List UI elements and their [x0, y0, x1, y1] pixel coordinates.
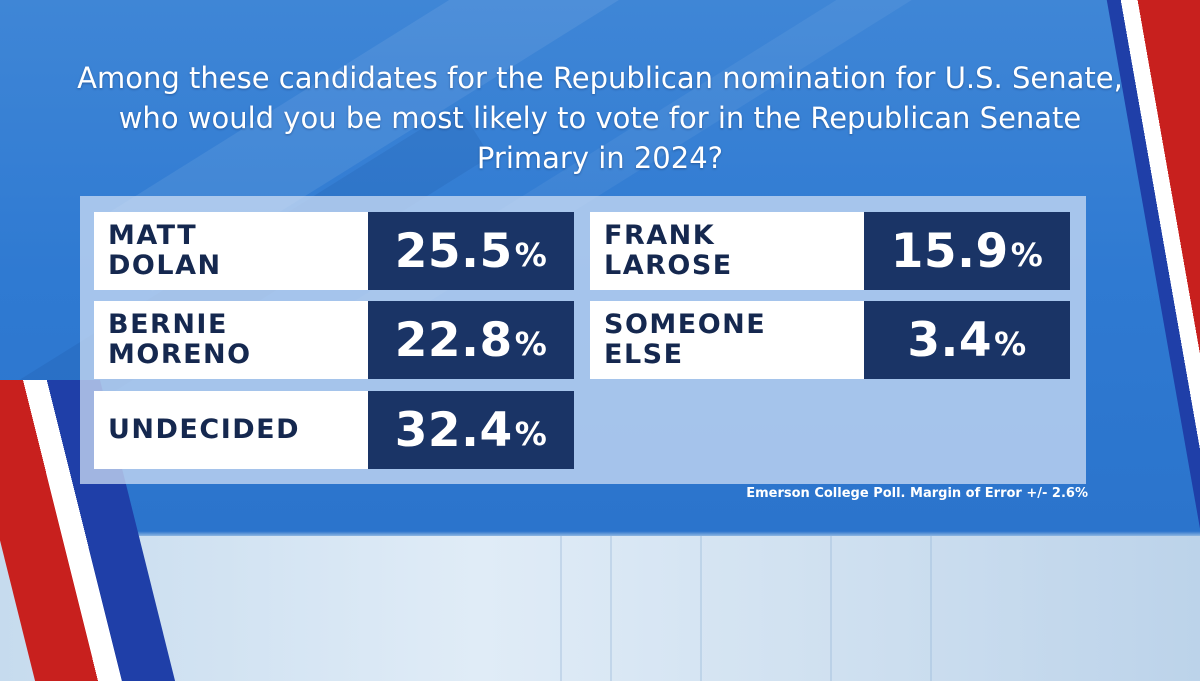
candidate-name-cell: UNDECIDED — [94, 391, 368, 469]
candidate-name: FRANK LAROSE — [604, 221, 733, 281]
candidate-name-cell: MATT DOLAN — [94, 212, 368, 290]
candidate-name-line1: MATT — [108, 220, 198, 251]
candidate-name-cell: SOMEONE ELSE — [590, 301, 864, 379]
candidate-name-line1: UNDECIDED — [108, 414, 301, 445]
percentage-value: 3.4 — [907, 312, 993, 368]
panel-stripe — [700, 536, 702, 681]
percent-sign: % — [514, 236, 548, 274]
percent-sign: % — [514, 415, 548, 453]
candidate-percentage-cell: 22.8% — [368, 301, 574, 379]
panel-stripe — [610, 536, 612, 681]
candidate-name-line1: BERNIE — [108, 309, 228, 340]
candidate-name: MATT DOLAN — [108, 221, 222, 281]
candidate-percentage-cell: 32.4% — [368, 391, 574, 469]
panel-stripe — [930, 536, 932, 681]
percentage-value: 25.5 — [394, 223, 513, 279]
candidate-name-line1: SOMEONE — [604, 309, 767, 340]
candidate-percentage-cell: 3.4% — [864, 301, 1070, 379]
percentage-value: 22.8 — [394, 312, 513, 368]
candidate-name-line2: MORENO — [108, 339, 252, 370]
candidate-percentage-cell: 15.9% — [864, 212, 1070, 290]
candidate-name: BERNIE MORENO — [108, 310, 252, 370]
candidate-name: UNDECIDED — [108, 415, 300, 445]
candidate-name-cell: BERNIE MORENO — [94, 301, 368, 379]
poll-question-title: Among these candidates for the Republica… — [77, 61, 1123, 175]
panel-stripe — [830, 536, 832, 681]
candidate-percentage-cell: 25.5% — [368, 212, 574, 290]
percentage-value: 32.4 — [394, 402, 513, 458]
percent-sign: % — [1010, 236, 1044, 274]
candidate-name-line2: LAROSE — [604, 250, 733, 281]
candidate-name-cell: FRANK LAROSE — [590, 212, 864, 290]
percentage-value: 15.9 — [890, 223, 1009, 279]
percent-sign: % — [994, 325, 1027, 363]
candidate-name: SOMEONE ELSE — [604, 310, 766, 370]
results-table: MATT DOLAN 25.5% FRANK LAROSE 15.9% BERNIE MORE… — [80, 196, 1086, 484]
panel-stripe — [560, 536, 562, 681]
candidate-name-line2: ELSE — [604, 339, 684, 370]
poll-source-footnote: Emerson College Poll. Margin of Error +/… — [746, 486, 1088, 501]
lower-light-panel — [0, 536, 1200, 681]
candidate-name-line1: FRANK — [604, 220, 716, 251]
candidate-name-line2: DOLAN — [108, 250, 222, 281]
percent-sign: % — [514, 325, 548, 363]
